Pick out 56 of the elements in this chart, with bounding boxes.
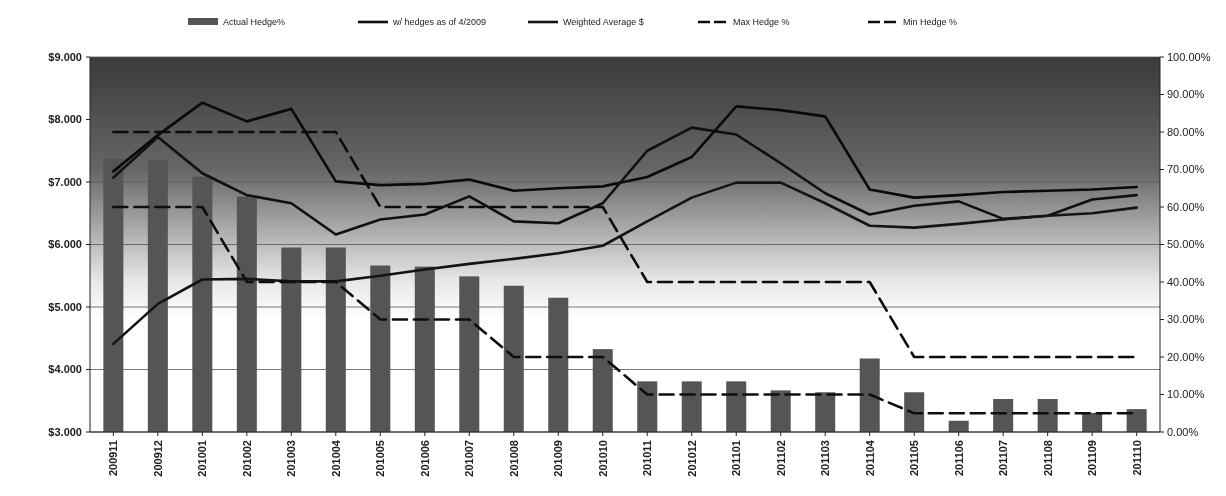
legend-label: Weighted Average $: [563, 17, 644, 28]
y-tick-label: $8.000: [48, 113, 82, 126]
y2-tick-label: 30.00%: [1167, 313, 1205, 326]
y-tick-label: $7.000: [48, 175, 82, 188]
bar: [1037, 399, 1058, 432]
x-tick-label: 201003: [285, 440, 298, 477]
x-tick-label: 201004: [329, 439, 342, 477]
x-tick-label: 201005: [374, 440, 387, 477]
x-tick-label: 201010: [596, 440, 609, 477]
x-tick-label: 200912: [151, 440, 164, 477]
y2-tick-label: 80.00%: [1167, 125, 1205, 138]
y2-tick-label: 20.00%: [1167, 350, 1205, 363]
legend-label: Min Hedge %: [903, 17, 958, 28]
x-tick-label: 201103: [819, 440, 832, 477]
y-tick-label: $4.000: [48, 363, 82, 376]
x-tick-label: 201102: [774, 440, 787, 477]
x-tick-label: 201110: [1130, 440, 1143, 476]
x-tick-label: 201105: [908, 440, 921, 477]
y2-tick-label: 50.00%: [1167, 238, 1205, 251]
y-tick-label: $5.000: [48, 300, 82, 313]
bar: [637, 381, 658, 432]
y2-tick-label: 40.00%: [1167, 275, 1205, 288]
y2-tick-label: 90.00%: [1167, 88, 1205, 101]
y-tick-label: $3.000: [48, 425, 82, 438]
y-tick-label: $6.000: [48, 238, 82, 251]
x-tick-label: 201104: [863, 439, 876, 477]
legend-label: Actual Hedge%: [223, 17, 286, 28]
legend-label: Max Hedge %: [733, 17, 790, 28]
x-tick-label: 201107: [997, 440, 1010, 477]
bar: [904, 392, 925, 432]
x-tick-label: 200911: [107, 440, 120, 477]
x-tick-label: 201012: [685, 440, 698, 477]
bar: [1126, 409, 1147, 432]
legend-label: w/ hedges as of 4/2009: [392, 17, 487, 28]
bar: [993, 399, 1014, 432]
x-tick-label: 201002: [240, 440, 253, 477]
x-tick-label: 201108: [1041, 440, 1054, 477]
x-tick-label: 201101: [730, 440, 743, 477]
y2-tick-label: 100.00%: [1167, 50, 1211, 63]
x-tick-label: 201006: [418, 440, 431, 477]
y2-tick-label: 0.00%: [1167, 425, 1199, 438]
y2-tick-label: 60.00%: [1167, 200, 1205, 213]
x-tick-label: 201109: [1086, 440, 1098, 477]
y2-tick-label: 10.00%: [1167, 388, 1205, 401]
x-tick-label: 201106: [952, 440, 965, 477]
x-tick-label: 201011: [641, 440, 654, 477]
x-tick-label: 201009: [552, 440, 565, 477]
y-tick-label: $9.000: [48, 50, 82, 63]
bar: [726, 381, 747, 432]
x-tick-label: 201001: [196, 440, 209, 477]
x-tick-label: 201008: [507, 440, 520, 477]
bar: [770, 390, 791, 432]
bar: [815, 392, 836, 432]
x-tick-label: 201007: [463, 440, 476, 477]
bar: [681, 381, 702, 432]
y2-tick-label: 70.00%: [1167, 163, 1205, 176]
